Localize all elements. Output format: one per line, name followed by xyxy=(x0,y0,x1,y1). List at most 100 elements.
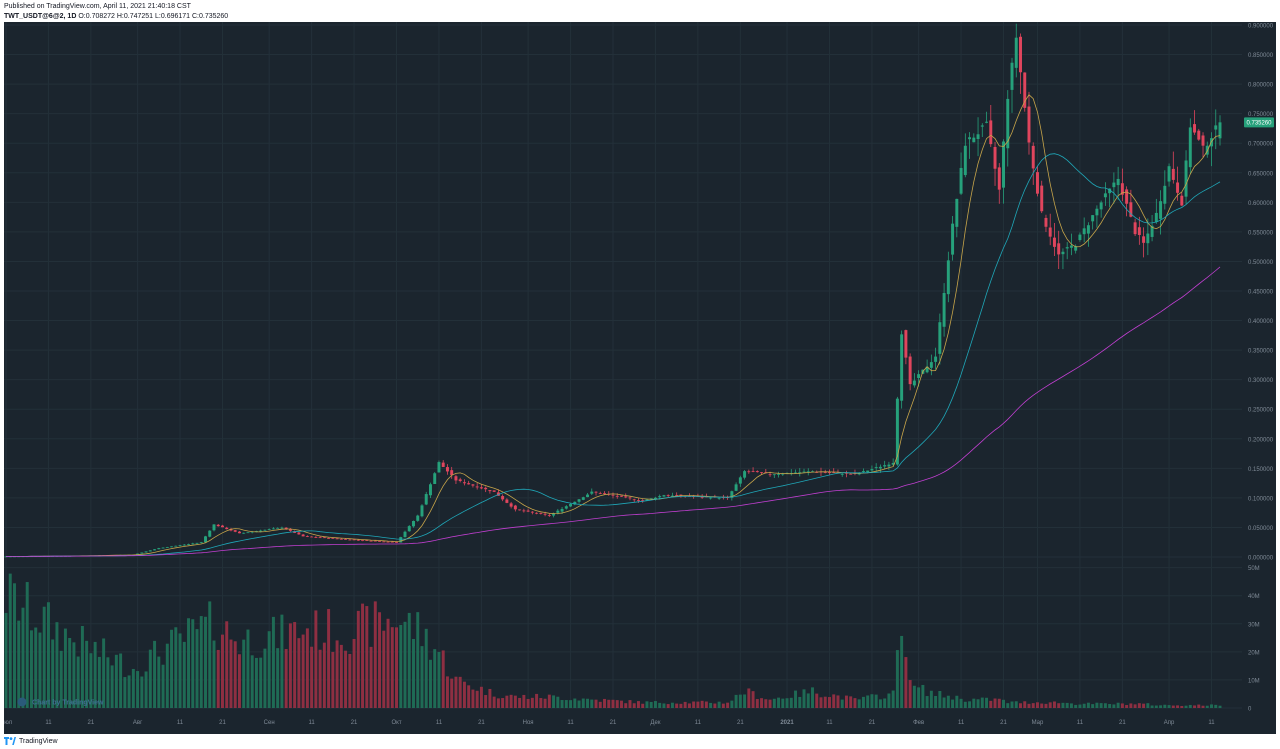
time-tick-label: 11 xyxy=(177,720,184,726)
candle-body xyxy=(968,137,972,140)
volume-tick-label: 30M xyxy=(1248,622,1260,628)
candle xyxy=(195,542,199,545)
volume-bar xyxy=(997,698,1001,708)
candle xyxy=(653,496,657,501)
volume-bar xyxy=(934,695,938,708)
candle xyxy=(1031,142,1035,185)
volume-bar xyxy=(433,649,437,708)
volume-bar xyxy=(1133,704,1137,708)
candle-body xyxy=(1074,246,1078,251)
candle xyxy=(1214,109,1218,150)
candle xyxy=(208,530,212,538)
candle-body xyxy=(1052,237,1056,247)
candle-body xyxy=(496,492,500,496)
candle xyxy=(153,548,157,551)
volume-bar xyxy=(603,698,606,708)
candle xyxy=(590,488,594,496)
volume-bar xyxy=(450,678,454,708)
volume-bar xyxy=(8,573,12,708)
volume-bar xyxy=(590,699,594,708)
candle-body xyxy=(263,529,267,531)
volume-bar xyxy=(216,649,220,708)
time-tick-label: Июл xyxy=(4,720,13,726)
candle-body xyxy=(641,500,645,501)
volume-bar xyxy=(798,696,802,708)
candle-body xyxy=(620,495,623,497)
candle xyxy=(170,546,174,548)
volume-bar xyxy=(259,657,263,708)
candle-body xyxy=(450,470,454,476)
candle-body xyxy=(560,508,564,512)
candle xyxy=(1103,182,1107,206)
candle xyxy=(912,373,916,388)
candlestick-chart[interactable]: 0.900000 0.850000 0.800000 0.750000 0.700000… xyxy=(4,22,1276,734)
candle-body xyxy=(1218,122,1222,139)
volume-bar xyxy=(743,694,747,708)
candle-body xyxy=(170,546,174,548)
candle xyxy=(908,353,912,391)
candle xyxy=(1180,192,1184,207)
volume-bar xyxy=(136,671,140,708)
tradingview-brand[interactable]: TradingView xyxy=(19,737,58,745)
volume-bar xyxy=(849,696,853,708)
volume-bar xyxy=(1103,703,1107,708)
candle xyxy=(530,511,534,515)
candle xyxy=(594,491,598,496)
volume-bar xyxy=(76,656,80,708)
candle-body xyxy=(233,530,237,532)
volume-bar xyxy=(509,694,513,708)
volume-bar xyxy=(815,693,819,708)
candle-body xyxy=(386,541,390,543)
volume-bar xyxy=(564,700,568,708)
candle-body xyxy=(479,487,483,489)
candle xyxy=(412,520,415,528)
candle-body xyxy=(212,524,216,531)
candle-body xyxy=(513,505,517,510)
time-tick-label: Окт xyxy=(391,720,401,726)
candle xyxy=(1201,132,1205,158)
volume-bar xyxy=(789,697,793,708)
candle xyxy=(462,479,466,486)
volume-bar xyxy=(488,688,492,708)
volume-bar xyxy=(93,641,97,708)
candle xyxy=(318,536,322,539)
candle xyxy=(174,545,178,547)
candle-body xyxy=(1099,202,1103,210)
volume-bar xyxy=(403,621,407,708)
candle-body xyxy=(441,462,445,467)
candle xyxy=(989,104,993,148)
candle-body xyxy=(373,540,377,542)
volume-bar xyxy=(191,619,195,708)
moving-average-slow-line xyxy=(5,266,1221,557)
candle-body xyxy=(301,534,305,537)
candle xyxy=(539,512,543,515)
volume-bar xyxy=(645,701,649,708)
volume-bar xyxy=(479,686,483,708)
volume-bar xyxy=(802,689,806,708)
price-tick-label: 0.100000 xyxy=(1248,496,1274,502)
candle xyxy=(747,469,751,474)
volume-bar xyxy=(21,607,25,708)
candle-body xyxy=(1103,193,1107,198)
candle-body xyxy=(734,484,738,491)
volume-bar xyxy=(552,695,556,708)
candle xyxy=(1112,172,1116,204)
candle-body xyxy=(1095,208,1099,216)
candle xyxy=(441,460,445,468)
tradingview-logo-icon xyxy=(4,737,16,745)
volume-bar xyxy=(1167,705,1171,708)
candle-body xyxy=(445,467,449,472)
candle xyxy=(216,523,220,527)
volume-bar xyxy=(284,649,288,708)
candle xyxy=(322,536,326,539)
candle xyxy=(1188,118,1192,174)
candle-body xyxy=(963,145,967,176)
volume-bar xyxy=(717,701,721,708)
volume-bar xyxy=(972,698,976,708)
candle-body xyxy=(412,521,415,527)
last-price-badge-bg xyxy=(1244,117,1274,128)
volume-bar xyxy=(980,697,984,708)
candle-body xyxy=(1006,98,1010,149)
candle xyxy=(1150,215,1154,242)
candle-body xyxy=(225,527,229,530)
